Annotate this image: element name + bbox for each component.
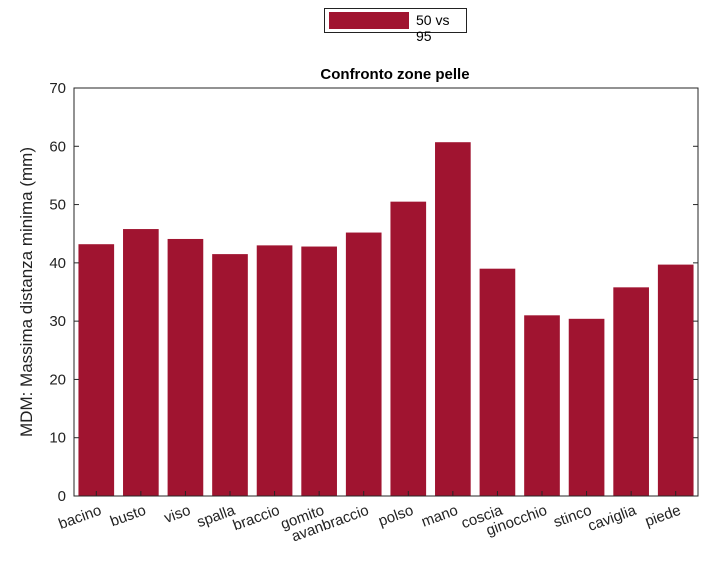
bar-spalla <box>212 254 248 496</box>
bar-caviglia <box>613 287 649 496</box>
y-tick-label: 70 <box>49 80 66 97</box>
y-tick-label: 20 <box>49 371 66 388</box>
bar-ginocchio <box>524 315 560 496</box>
bar-mano <box>435 142 471 496</box>
legend: 50 vs 95 <box>324 8 467 44</box>
x-tick-label-polso: polso <box>376 502 416 530</box>
x-tick-label-braccio: braccio <box>231 502 282 535</box>
y-tick-label: 0 <box>58 488 66 505</box>
y-tick-label: 30 <box>49 313 66 330</box>
y-tick-label: 10 <box>49 430 66 447</box>
bar-polso <box>390 201 427 496</box>
plot-frame <box>73 87 699 497</box>
bar-bacino <box>78 244 115 496</box>
x-tick-label-caviglia: caviglia <box>586 502 639 535</box>
x-tick-label-busto: busto <box>108 502 148 531</box>
bar-busto <box>123 229 159 496</box>
bar-piede <box>657 264 694 496</box>
legend-label: 50 vs 95 <box>416 12 450 44</box>
y-axis-label: MDM: Massima distanza minima (mm) <box>17 147 36 437</box>
chart-title: Confronto zone pelle <box>320 66 469 83</box>
y-tick-label: 60 <box>49 138 66 155</box>
x-tick-label-mano: mano <box>419 502 460 531</box>
bar-viso <box>167 238 204 496</box>
x-tick-label-viso: viso <box>162 502 193 527</box>
bar-gomito <box>301 246 337 496</box>
x-tick-label-piede: piede <box>643 502 683 531</box>
y-tick-label: 40 <box>49 255 66 272</box>
x-tick-label-spalla: spalla <box>195 502 238 532</box>
x-tick-label-bacino: bacino <box>56 502 103 533</box>
bar-coscia <box>479 268 516 496</box>
bar-avanbraccio <box>345 232 382 496</box>
legend-swatch <box>329 12 409 29</box>
bar-stinco <box>568 318 605 496</box>
bar-braccio <box>256 245 293 496</box>
y-tick-label: 50 <box>49 197 66 214</box>
